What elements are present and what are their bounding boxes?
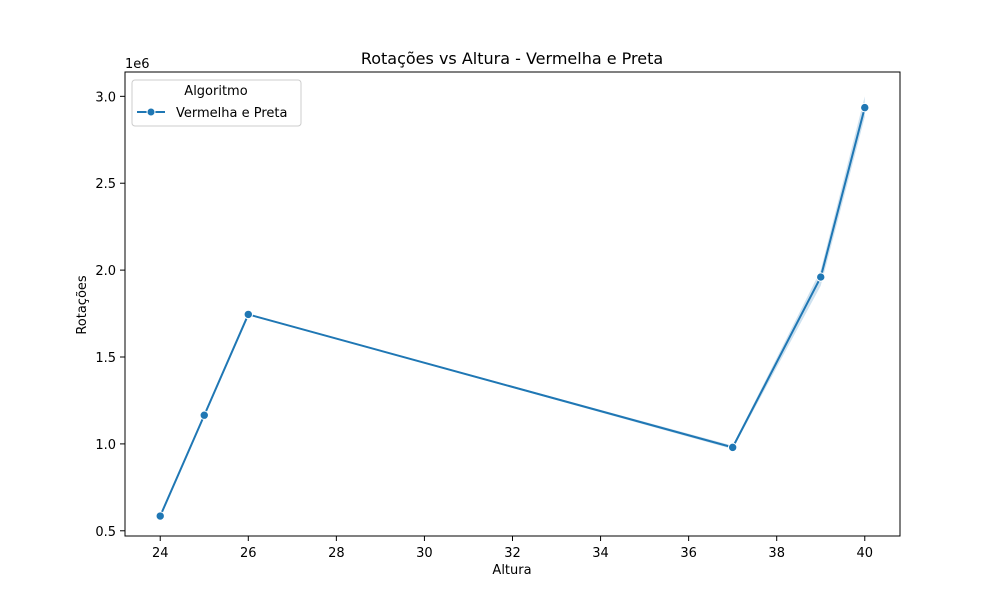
data-point (199, 410, 209, 420)
series-0-line (159, 106, 866, 518)
x-ticks: 24 26 28 30 32 34 36 38 40 (152, 536, 873, 561)
confidence-band-layer (160, 96, 865, 517)
x-axis-label: Altura (492, 563, 531, 578)
x-tick-label: 32 (504, 546, 521, 561)
x-tick-label: 34 (592, 546, 609, 561)
series-line-layer (159, 106, 866, 518)
x-tick-label: 28 (328, 546, 345, 561)
x-tick-label: 26 (240, 546, 257, 561)
legend-title: Algoritmo (184, 84, 247, 99)
data-point (860, 102, 870, 113)
y-tick-label: 2.5 (95, 177, 116, 192)
legend: Algoritmo Vermelha e Preta (131, 79, 302, 127)
x-tick-label: 40 (856, 546, 873, 561)
x-tick-label: 38 (768, 546, 785, 561)
x-tick-label: 24 (152, 546, 169, 561)
y-axis-label: Rotações (75, 275, 90, 335)
data-point (727, 442, 738, 453)
series-0-confidence-band (160, 96, 865, 517)
plot-area-frame (124, 71, 901, 537)
y-tick-label: 1.0 (95, 438, 116, 453)
data-point (243, 309, 253, 320)
x-tick-label: 36 (680, 546, 697, 561)
x-tick-label: 30 (416, 546, 433, 561)
legend-series-marker (146, 107, 156, 117)
data-point (155, 511, 165, 521)
data-point (816, 272, 826, 282)
y-tick-label: 1.5 (95, 351, 116, 366)
chart-title: Rotações vs Altura - Vermelha e Preta (361, 49, 663, 68)
y-ticks: 0.5 1.0 1.5 2.0 2.5 3.0 (95, 90, 125, 540)
legend-box (131, 79, 302, 127)
y-offset-label: 1e6 (125, 57, 150, 72)
series-points-layer (155, 102, 870, 521)
y-tick-label: 2.0 (95, 264, 116, 279)
y-tick-label: 3.0 (95, 90, 116, 105)
y-tick-label: 0.5 (95, 525, 116, 540)
legend-series-label: Vermelha e Preta (176, 106, 287, 121)
